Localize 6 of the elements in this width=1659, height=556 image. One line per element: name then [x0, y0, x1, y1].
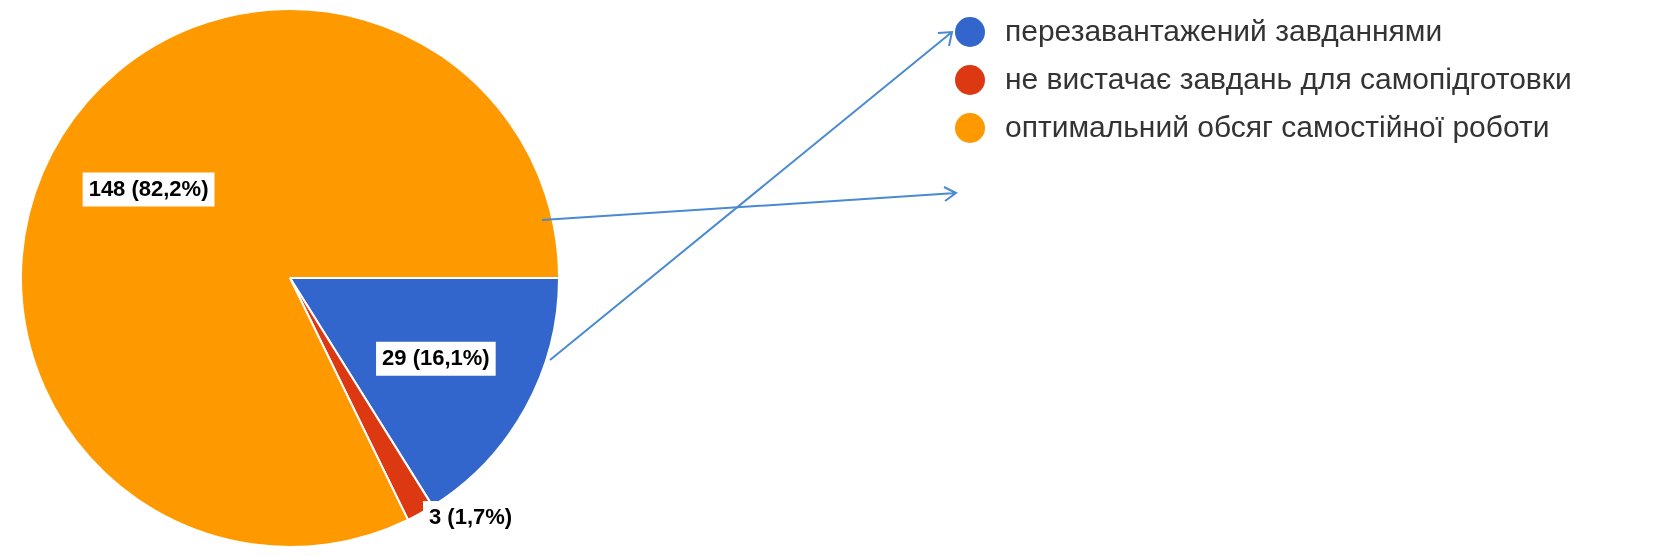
- data-label: 3 (1,7%): [429, 504, 513, 530]
- legend-label: перезавантажений завданнями: [1005, 14, 1443, 48]
- data-label: 148 (82,2%): [88, 175, 209, 201]
- data-label: 29 (16,1%): [382, 344, 490, 370]
- legend-label: не вистачає завдань для самопідготовки: [1005, 62, 1572, 96]
- legend-label: оптимальний обсяг самостійної роботи: [1005, 110, 1550, 144]
